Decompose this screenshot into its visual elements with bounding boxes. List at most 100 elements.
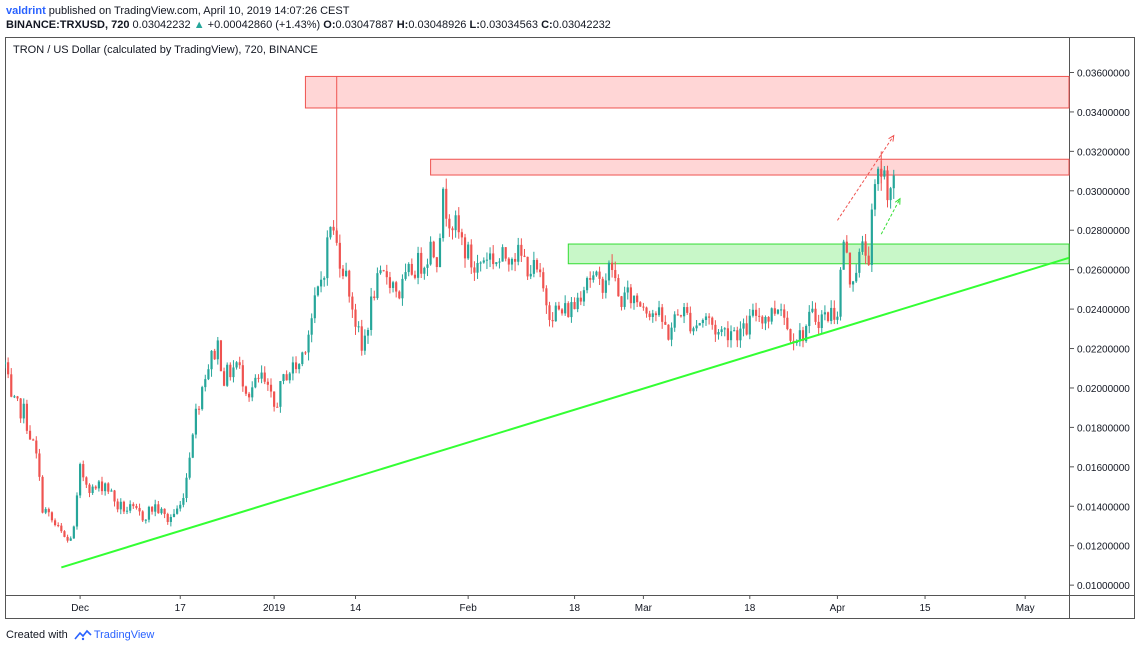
- candle: [864, 233, 867, 265]
- candle: [457, 207, 460, 239]
- candle: [623, 286, 626, 310]
- candle: [786, 311, 789, 331]
- candle: [276, 402, 279, 408]
- candle: [210, 350, 213, 377]
- candle: [739, 321, 742, 348]
- candle: [298, 363, 301, 374]
- author-link[interactable]: valdrint: [6, 5, 46, 17]
- candle: [385, 264, 388, 285]
- candle: [304, 351, 307, 355]
- candle: [745, 315, 748, 336]
- candle: [279, 380, 282, 413]
- candle: [191, 433, 194, 459]
- candle: [867, 246, 870, 266]
- candle: [360, 319, 363, 356]
- y-tick-label: 0.01000000: [1077, 581, 1130, 592]
- candle: [639, 301, 642, 307]
- resistance-zone-0[interactable]: [304, 75, 1070, 109]
- price-chart[interactable]: TRON / US Dollar (calculated by TradingV…: [3, 37, 1135, 619]
- candle: [695, 320, 698, 332]
- y-tick-label: 0.02800000: [1077, 226, 1130, 237]
- candle: [88, 483, 91, 498]
- candle: [22, 398, 25, 424]
- candle: [851, 280, 855, 292]
- candle: [423, 266, 426, 280]
- candle: [842, 239, 845, 270]
- candle: [601, 276, 604, 299]
- candle: [104, 482, 107, 496]
- chart-container[interactable]: TRON / US Dollar (calculated by TradingV…: [3, 37, 1135, 619]
- candle: [391, 280, 395, 293]
- x-tick-label: 17: [175, 603, 187, 614]
- tradingview-brand[interactable]: TradingView: [93, 629, 155, 641]
- candle: [366, 327, 370, 344]
- candle: [517, 237, 520, 266]
- candle: [69, 536, 72, 542]
- candle: [201, 385, 204, 411]
- candle: [19, 397, 22, 423]
- candle: [157, 500, 160, 514]
- candle: [758, 307, 761, 322]
- candle: [348, 269, 351, 303]
- candle: [485, 252, 489, 269]
- y-tick-label: 0.01200000: [1077, 542, 1130, 553]
- ohlc-line: BINANCE:TRXUSD, 720 0.03042232 ▲ +0.0004…: [6, 18, 611, 32]
- projection-arrow-0[interactable]: [837, 134, 895, 221]
- candle: [676, 309, 679, 316]
- y-tick-label: 0.03000000: [1077, 187, 1130, 198]
- x-tick-label: May: [1016, 603, 1035, 614]
- candle: [426, 258, 429, 277]
- candle: [135, 503, 138, 510]
- candle: [47, 507, 50, 517]
- projection-arrow-1[interactable]: [880, 197, 901, 235]
- candle: [238, 356, 241, 369]
- candle: [632, 295, 636, 310]
- resistance-zone-1[interactable]: [430, 158, 1070, 176]
- candle: [79, 462, 82, 499]
- candle: [645, 306, 648, 318]
- candle: [507, 257, 510, 272]
- close-label: C:: [541, 19, 553, 31]
- candle: [113, 489, 116, 507]
- candle: [247, 391, 251, 402]
- candle: [244, 385, 248, 397]
- candle: [886, 165, 889, 208]
- candle: [579, 291, 582, 306]
- y-tick-label: 0.02000000: [1077, 384, 1130, 395]
- candle: [648, 310, 651, 321]
- candle: [798, 323, 801, 347]
- candle: [817, 314, 820, 335]
- candle: [805, 324, 808, 343]
- candle: [877, 166, 880, 191]
- high-value: 0.03048926: [408, 19, 467, 31]
- candle: [166, 512, 169, 525]
- candle: [3, 360, 7, 369]
- x-tick-label: 2019: [263, 603, 286, 614]
- candle: [119, 498, 122, 515]
- candle: [82, 460, 85, 482]
- candle: [801, 326, 805, 348]
- candle: [182, 493, 185, 508]
- candle: [642, 302, 645, 311]
- candle: [855, 264, 858, 283]
- candle: [585, 276, 589, 294]
- candle: [351, 292, 354, 318]
- y-tick-label: 0.03400000: [1077, 108, 1130, 119]
- candle: [714, 320, 717, 342]
- candle: [307, 330, 310, 361]
- ascending-trendline[interactable]: [61, 256, 1070, 569]
- candle: [442, 187, 445, 242]
- support-zone-2[interactable]: [567, 243, 1070, 265]
- candle: [204, 374, 207, 392]
- candle: [542, 267, 545, 292]
- candle: [432, 240, 435, 259]
- candle: [776, 308, 780, 315]
- candle: [448, 214, 451, 237]
- candle: [57, 522, 60, 528]
- candle: [185, 473, 188, 503]
- candle: [873, 179, 877, 217]
- candle: [654, 311, 658, 322]
- candle: [657, 300, 661, 317]
- y-tick-label: 0.01400000: [1077, 502, 1130, 513]
- candle: [179, 500, 182, 512]
